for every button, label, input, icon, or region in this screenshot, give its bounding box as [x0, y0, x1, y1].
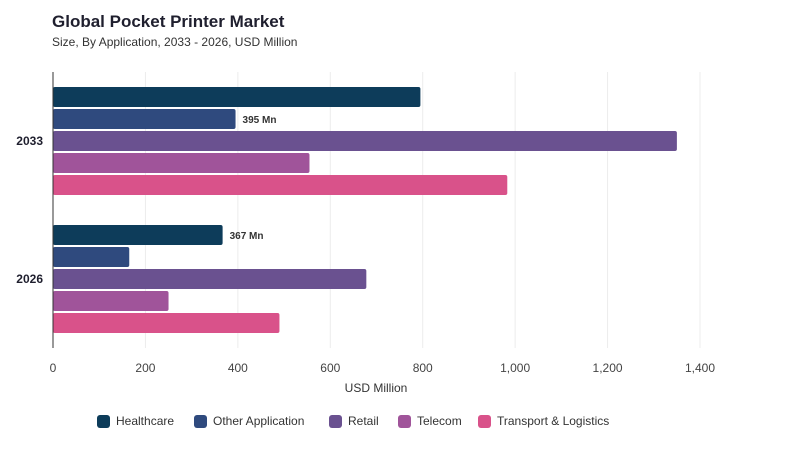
- legend-label: Healthcare: [116, 414, 175, 428]
- x-tick-label: 600: [320, 361, 340, 375]
- legend-label: Telecom: [417, 414, 462, 428]
- bars: [53, 87, 677, 333]
- bar-2026-other-application: [53, 247, 130, 267]
- x-tick-label: 400: [228, 361, 248, 375]
- y-category-label: 2033: [16, 134, 43, 148]
- legend-swatch: [478, 414, 491, 428]
- x-tick-label: 800: [413, 361, 433, 375]
- x-tick-label: 0: [50, 361, 57, 375]
- chart-subtitle: Size, By Application, 2033 - 2026, USD M…: [52, 35, 298, 49]
- bar-2026-transport-logistics: [53, 313, 280, 333]
- data-labels: 395 Mn 367 Mn: [230, 115, 277, 242]
- bar-2026-healthcare: [53, 225, 223, 245]
- bar-2033-transport-logistics: [53, 175, 508, 195]
- legend-item: Healthcare: [97, 414, 174, 428]
- data-label: 395 Mn: [243, 115, 277, 126]
- x-tick-label: 1,000: [500, 361, 530, 375]
- bar-2026-telecom: [53, 291, 169, 311]
- x-axis-label: USD Million: [345, 381, 408, 395]
- legend: Healthcare Other Application Retail Telecom…: [0, 414, 800, 434]
- data-label: 367 Mn: [230, 231, 264, 242]
- legend-swatch: [194, 414, 207, 428]
- legend-item: Other Application: [194, 414, 304, 428]
- legend-item: Telecom: [398, 414, 462, 428]
- y-category-labels: 2033 2026: [16, 134, 43, 286]
- bar-2033-healthcare: [53, 87, 421, 107]
- legend-swatch: [329, 414, 342, 428]
- legend-item: Transport & Logistics: [478, 414, 609, 428]
- bar-2026-retail: [53, 269, 367, 289]
- chart-title: Global Pocket Printer Market: [52, 12, 285, 31]
- bar-2033-other-application: [53, 109, 236, 129]
- bar-2033-retail: [53, 131, 677, 151]
- x-tick-label: 1,200: [593, 361, 623, 375]
- legend-label: Retail: [348, 414, 379, 428]
- x-tick-label: 1,400: [685, 361, 715, 375]
- legend-label: Transport & Logistics: [497, 414, 610, 428]
- bar-2033-telecom: [53, 153, 310, 173]
- legend-label: Other Application: [213, 414, 305, 428]
- legend-swatch: [97, 414, 110, 428]
- legend-swatch: [398, 414, 411, 428]
- x-tick-label: 200: [135, 361, 155, 375]
- legend-item: Retail: [329, 414, 379, 428]
- y-category-label: 2026: [16, 272, 43, 286]
- x-tick-labels: 0 200 400 600 800 1,000 1,200 1,400: [50, 361, 716, 375]
